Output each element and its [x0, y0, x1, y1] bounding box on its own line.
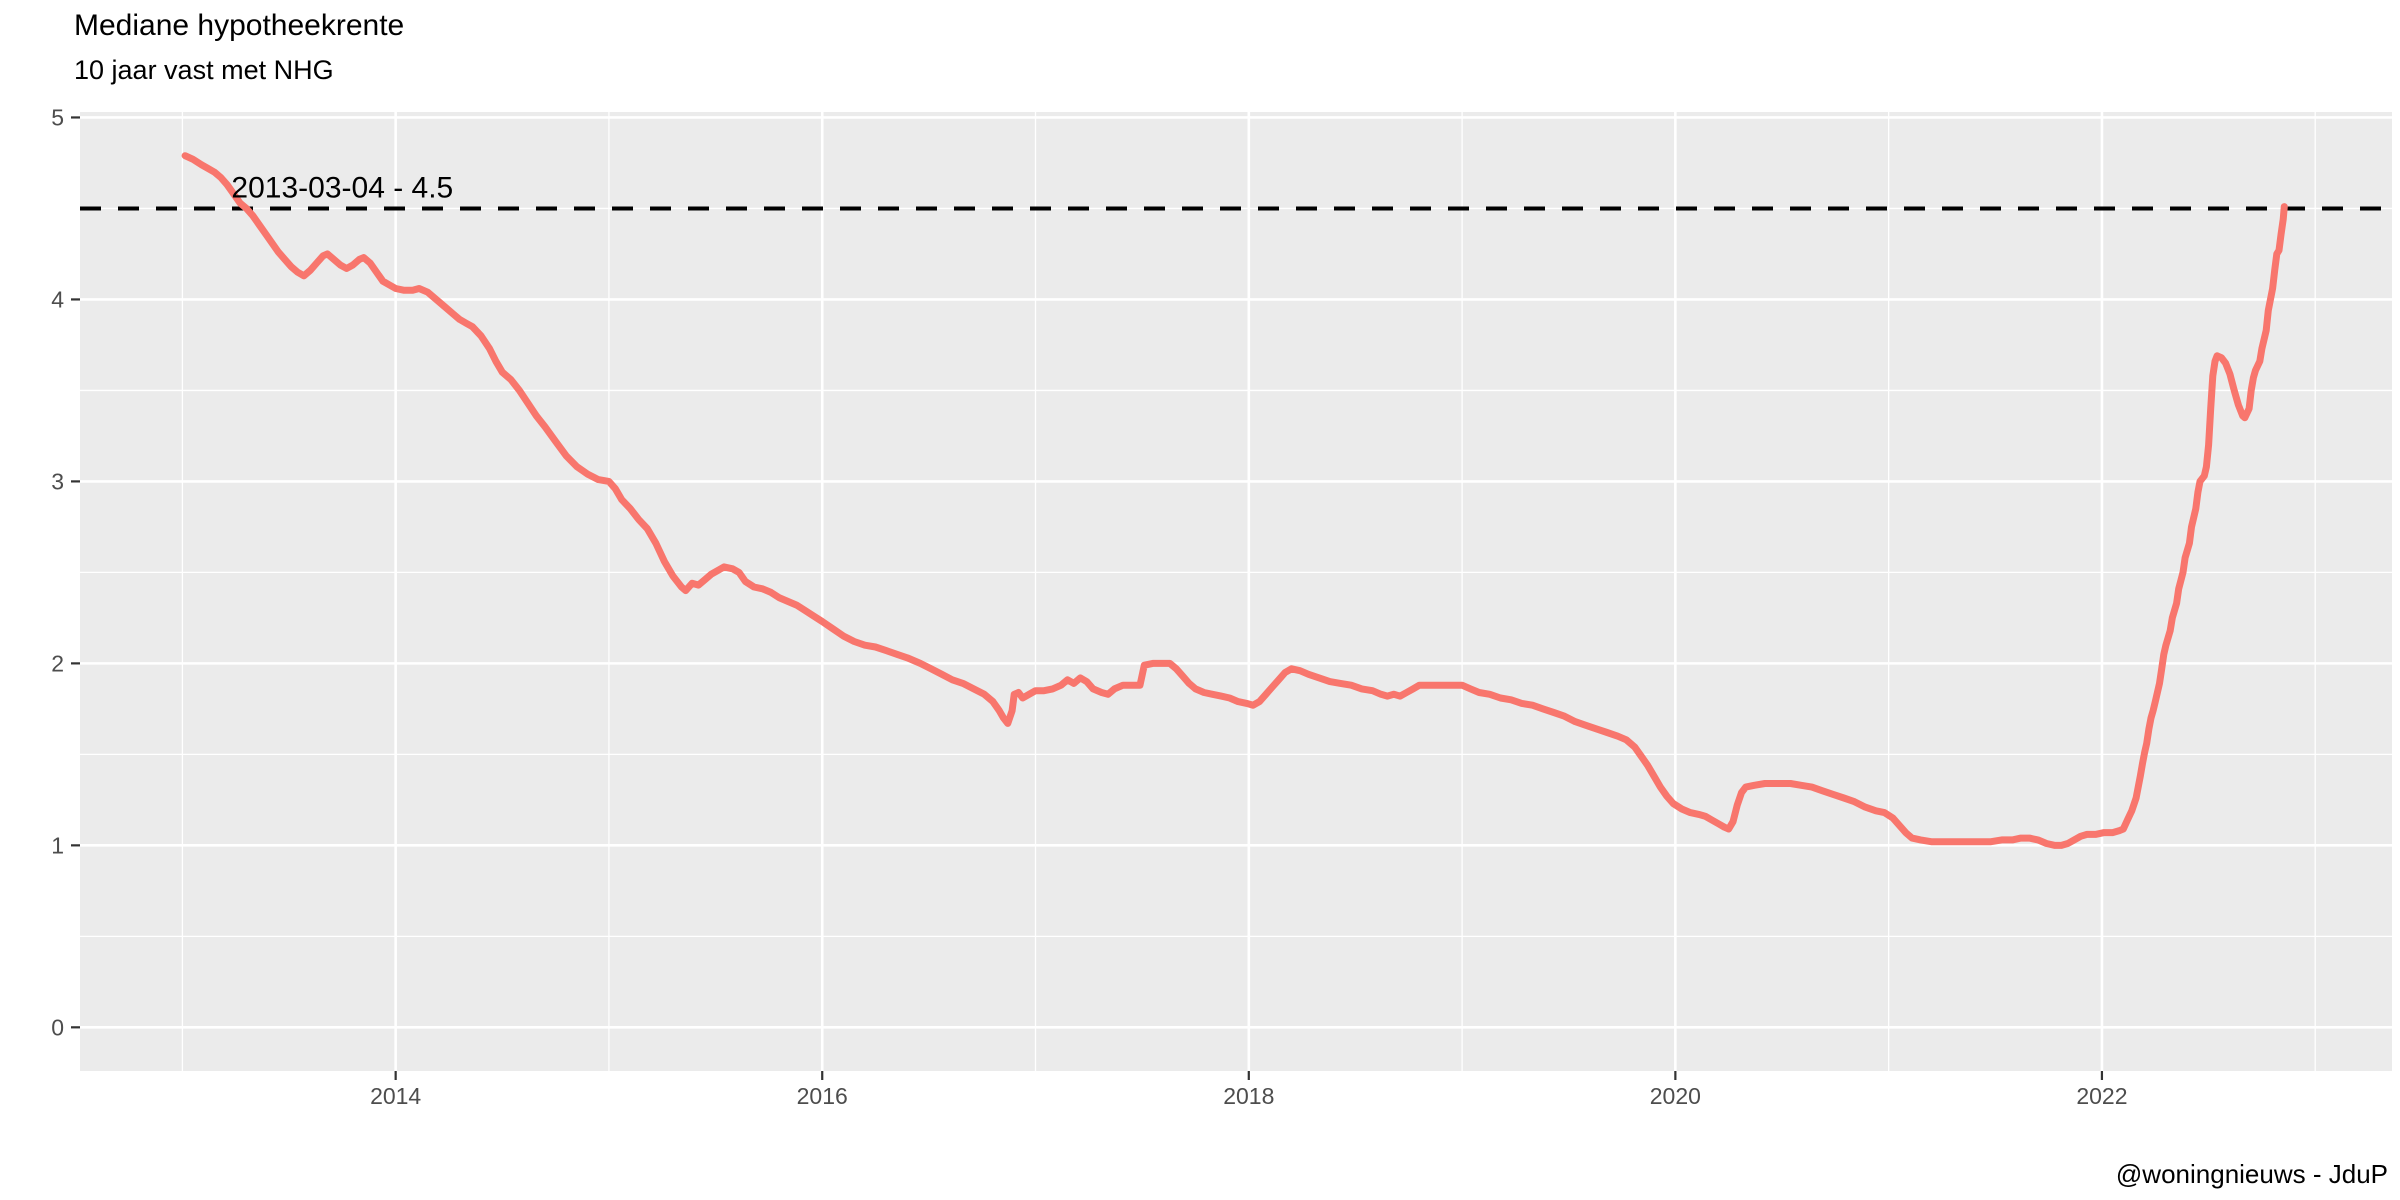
plot-panel	[80, 112, 2392, 1071]
chart-title: Mediane hypotheekrente	[74, 9, 405, 42]
chart-caption: @woningnieuws - JduP	[2115, 1159, 2388, 1189]
y-tick-label: 3	[51, 468, 64, 494]
x-tick-label: 2020	[1650, 1083, 1701, 1109]
x-tick-label: 2022	[2076, 1083, 2127, 1109]
y-tick-label: 4	[51, 286, 64, 312]
x-tick-label: 2014	[370, 1083, 421, 1109]
chart-subtitle: 10 jaar vast met NHG	[74, 55, 334, 85]
rate-line-series	[181, 152, 2288, 849]
y-tick-label: 1	[51, 832, 64, 858]
y-tick-label: 2	[51, 650, 64, 676]
y-tick-label: 0	[51, 1014, 64, 1040]
annotation-label: 2013-03-04 - 4.5	[231, 171, 453, 204]
y-tick-label: 5	[51, 104, 64, 130]
x-tick-label: 2016	[797, 1083, 848, 1109]
x-tick-label: 2018	[1223, 1083, 1274, 1109]
